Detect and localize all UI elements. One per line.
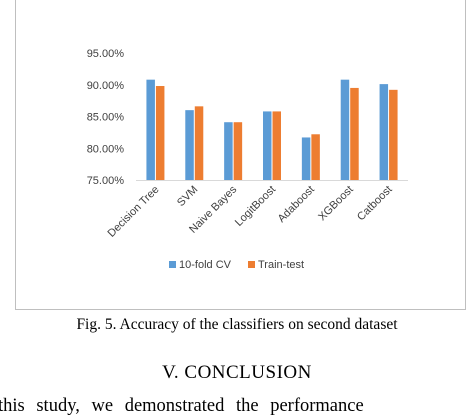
x-tick-label: Adaboost bbox=[276, 184, 317, 225]
legend-swatch bbox=[169, 261, 176, 268]
bar-decision-tree-train-test bbox=[155, 86, 165, 180]
x-tick-label: Decision Tree bbox=[106, 184, 162, 240]
bar-adaboost-train-test bbox=[311, 134, 320, 180]
bar-xgboost-cv bbox=[340, 79, 350, 180]
y-tick-label: 95.00% bbox=[87, 48, 125, 60]
figure-frame: 75.00% 80.00% 85.00% 90.00% 95.00% Decision T… bbox=[15, 0, 466, 310]
section-heading: V. CONCLUSION bbox=[162, 362, 312, 383]
body-text-line: this study, we demonstrated the performa… bbox=[0, 396, 364, 416]
bar-catboost-train-test bbox=[389, 89, 398, 180]
legend-label: Train-test bbox=[258, 259, 304, 271]
bar-naive-bayes-train-test bbox=[233, 122, 243, 180]
y-tick-label: 90.00% bbox=[87, 80, 125, 92]
bar-naive-bayes-cv bbox=[224, 122, 233, 180]
bar-xgboost-train-test bbox=[350, 87, 359, 180]
bar-decision-tree-cv bbox=[146, 79, 155, 180]
y-tick-label: 80.00% bbox=[87, 143, 125, 155]
y-tick-label: 75.00% bbox=[87, 175, 125, 187]
bar-logitboost-train-test bbox=[272, 111, 281, 180]
x-tick-label: XGBoost bbox=[316, 184, 356, 224]
bar-catboost-cv bbox=[379, 84, 389, 180]
accuracy-bar-chart: 75.00% 80.00% 85.00% 90.00% 95.00% Decision T… bbox=[87, 48, 408, 271]
legend-swatch bbox=[248, 261, 255, 268]
x-tick-label: Catboost bbox=[355, 184, 395, 224]
figure-caption: Fig. 5. Accuracy of the classifiers on s… bbox=[76, 316, 398, 333]
bar-adaboost-cv bbox=[301, 137, 311, 180]
x-tick-label: SVM bbox=[175, 184, 200, 209]
y-tick-label: 85.00% bbox=[87, 112, 125, 124]
bar-svm-cv bbox=[185, 110, 194, 180]
bar-logitboost-cv bbox=[263, 111, 272, 180]
bar-svm-train-test bbox=[194, 106, 204, 180]
x-tick-label: LogitBoost bbox=[233, 184, 278, 229]
legend-label: 10-fold CV bbox=[179, 259, 232, 271]
